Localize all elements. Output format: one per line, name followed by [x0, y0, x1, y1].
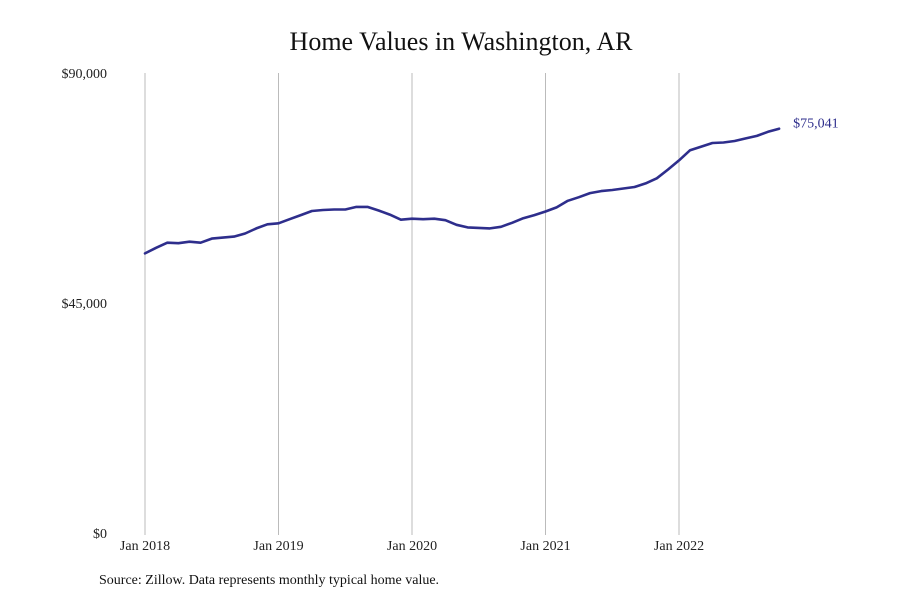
end-label-layer: $75,041 [793, 117, 839, 132]
x-tick-label: Jan 2020 [387, 539, 437, 554]
x-tick-label: Jan 2018 [120, 539, 170, 554]
series-line [143, 127, 781, 255]
y-axis-ticks: $0 $45,000 $90,000 [62, 67, 108, 542]
source-note: Source: Zillow. Data represents monthly … [99, 573, 440, 588]
x-tick-label: Jan 2019 [253, 539, 303, 554]
grid-lines [144, 73, 680, 535]
end-value-label: $75,041 [793, 117, 839, 132]
y-tick-label: $0 [93, 527, 107, 542]
y-tick-label: $45,000 [62, 297, 108, 312]
x-tick-label: Jan 2021 [520, 539, 570, 554]
series-layer [143, 127, 781, 255]
x-axis-ticks: Jan 2018 Jan 2019 Jan 2020 Jan 2021 Jan 2022 [120, 539, 704, 554]
chart-title: Home Values in Washington, AR [289, 27, 633, 56]
x-tick-label: Jan 2022 [654, 539, 704, 554]
y-tick-label: $90,000 [62, 67, 108, 82]
